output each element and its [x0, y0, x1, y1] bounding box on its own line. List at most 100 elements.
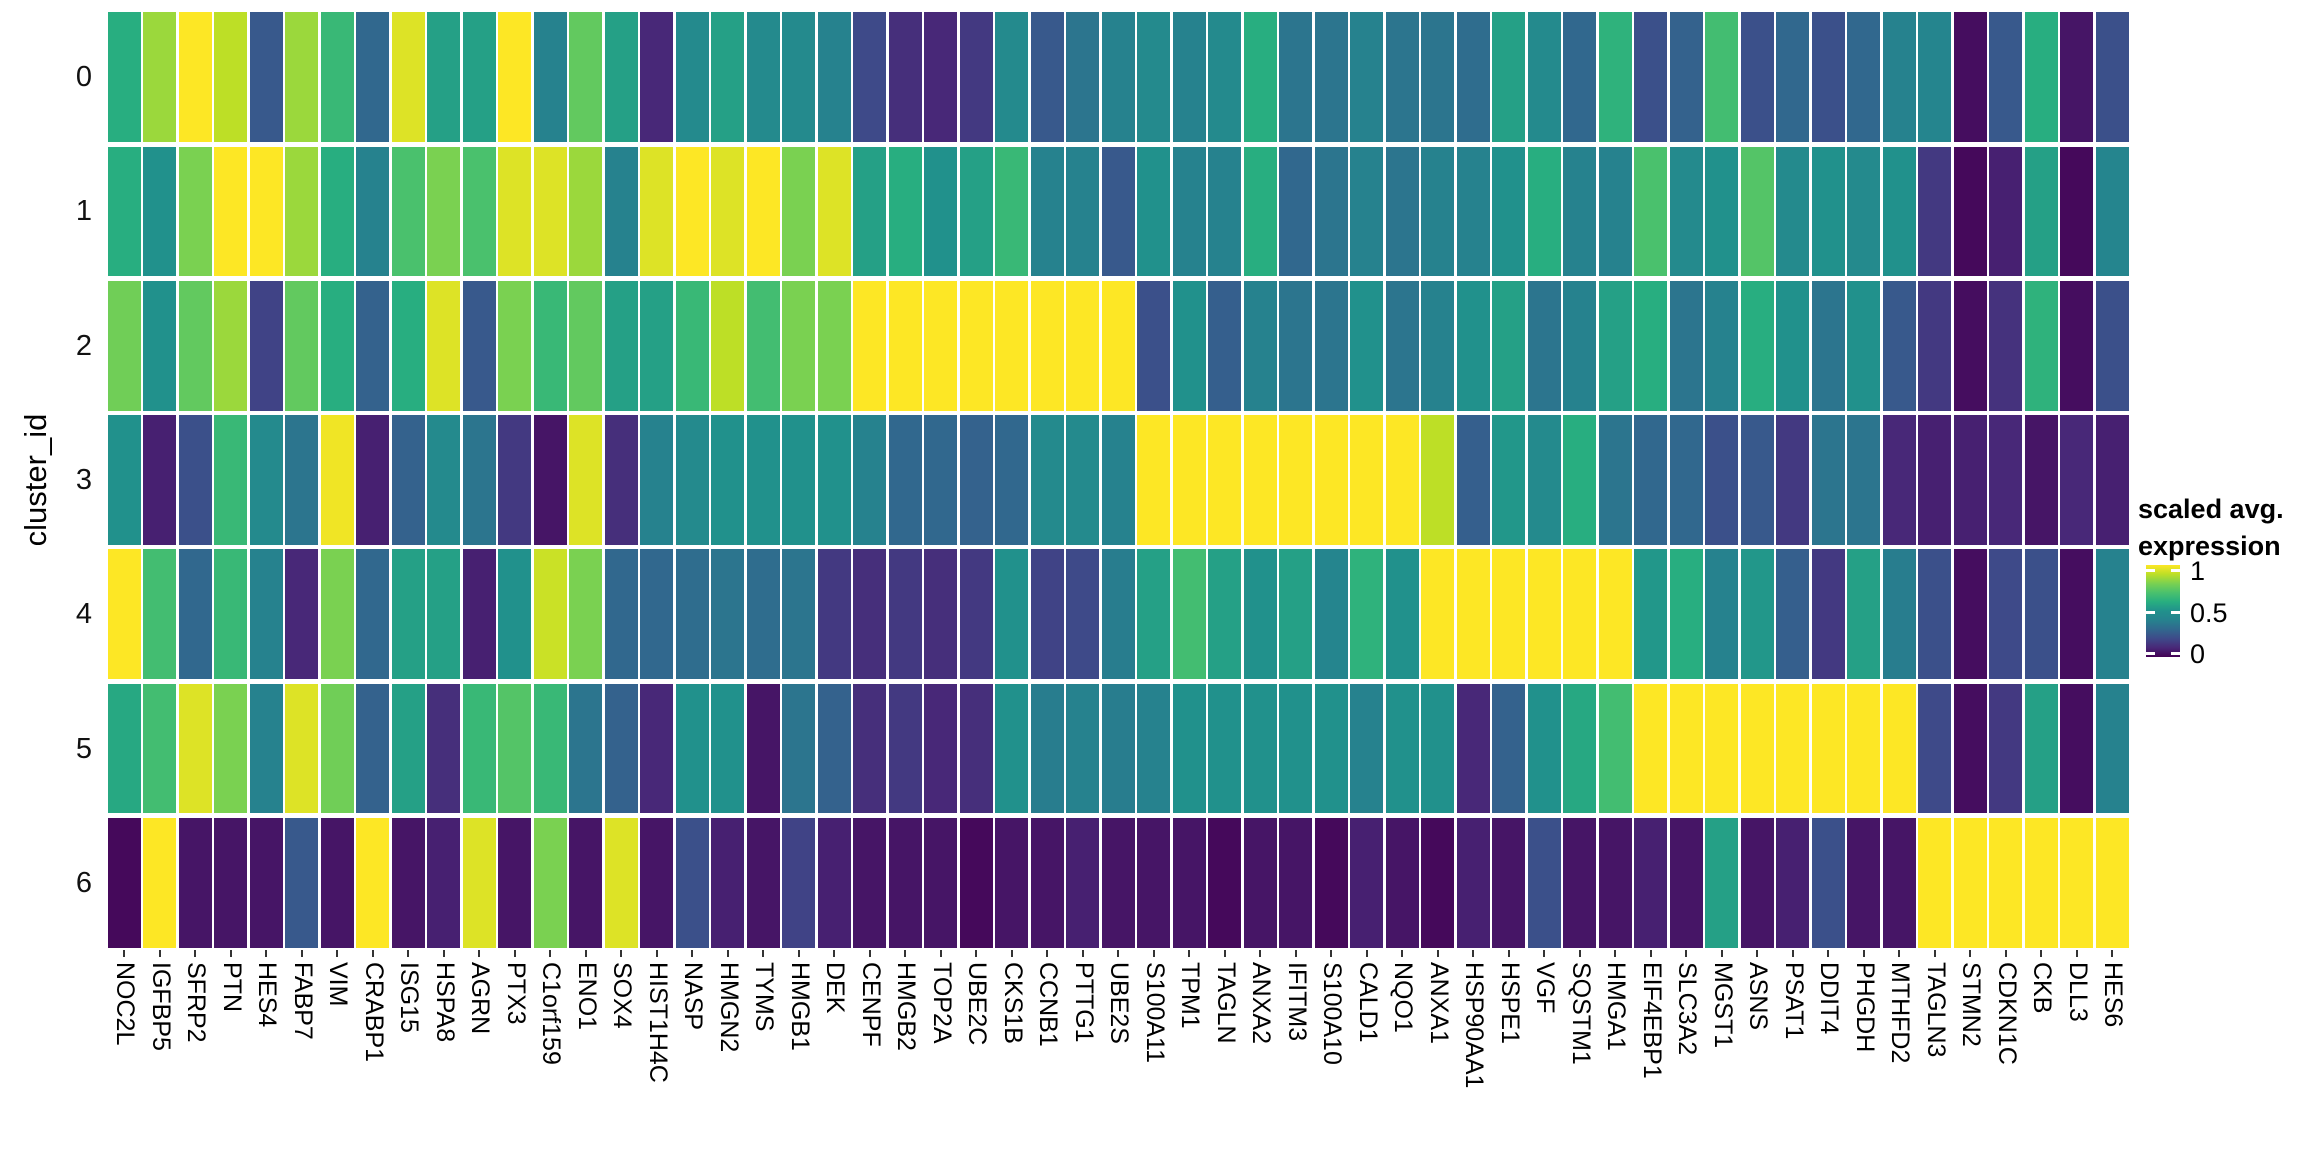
heatmap-cell — [1208, 817, 1242, 948]
heatmap-cell — [888, 146, 922, 277]
heatmap-cell — [427, 415, 461, 545]
x-tick — [158, 950, 161, 957]
heatmap-cell — [143, 549, 177, 680]
heatmap-cell — [995, 415, 1029, 545]
x-tick — [797, 950, 800, 957]
heatmap-cell — [1137, 549, 1171, 680]
gene-label: TOP2A — [927, 962, 956, 1044]
heatmap-cell — [498, 415, 532, 545]
heatmap-cell — [1456, 280, 1490, 411]
gene-label: HES4 — [253, 962, 281, 1028]
heatmap-cell — [1066, 12, 1100, 143]
heatmap-cell — [1243, 280, 1277, 411]
heatmap-cell — [1882, 817, 1916, 948]
heatmap-cell — [462, 549, 496, 680]
gene-label: DLL3 — [2063, 962, 2092, 1022]
heatmap-cell — [2024, 146, 2058, 277]
gene-label: DEK — [821, 962, 849, 1014]
gene-label: SQSTM1 — [1566, 962, 1595, 1065]
heatmap-cell — [1527, 817, 1561, 948]
heatmap-cell — [1350, 12, 1384, 143]
heatmap-cell — [285, 146, 319, 277]
heatmap-cell — [1137, 12, 1171, 143]
heatmap-cell — [427, 683, 461, 814]
x-tick — [1081, 950, 1084, 957]
heatmap-cell — [782, 12, 816, 143]
heatmap-cell — [1598, 817, 1632, 948]
x-tick — [123, 950, 126, 957]
heatmap-cell — [1847, 415, 1881, 545]
x-tick — [371, 950, 374, 957]
heatmap-cell — [1811, 549, 1845, 680]
gene-label: CRABP1 — [359, 962, 388, 1063]
heatmap-cell — [1953, 12, 1987, 143]
heatmap-cell — [1279, 549, 1313, 680]
heatmap-cell — [1421, 549, 1455, 680]
heatmap-cell — [888, 415, 922, 545]
heatmap-cell — [640, 817, 674, 948]
heatmap-cell — [604, 415, 638, 545]
heatmap-cell — [959, 683, 993, 814]
heatmap-cell — [1314, 415, 1348, 545]
x-tick — [1294, 950, 1297, 957]
cluster-label: 5 — [75, 733, 92, 765]
heatmap-cell — [959, 549, 993, 680]
heatmap-cell — [427, 12, 461, 143]
heatmap-cell — [498, 12, 532, 143]
heatmap-cell — [107, 549, 141, 680]
heatmap-cell — [888, 817, 922, 948]
heatmap-cell — [675, 683, 709, 814]
x-tick — [336, 950, 339, 957]
gene-label: HMGN2 — [714, 962, 743, 1053]
heatmap-cell — [285, 12, 319, 143]
heatmap-cell — [533, 817, 567, 948]
x-tick — [1543, 950, 1546, 957]
heatmap-cell — [1918, 817, 1952, 948]
gene-label: CENPF — [856, 962, 885, 1047]
gene-label: IGFBP5 — [146, 962, 175, 1051]
heatmap-cell — [285, 280, 319, 411]
heatmap-cell — [1456, 549, 1490, 680]
heatmap-cell — [391, 549, 425, 680]
heatmap-cell — [498, 817, 532, 948]
gene-label: NOC2L — [111, 962, 139, 1046]
heatmap-cell — [746, 683, 780, 814]
x-tick — [265, 950, 268, 957]
x-tick — [2111, 950, 2114, 957]
heatmap-cell — [1740, 683, 1774, 814]
heatmap-cell — [1669, 683, 1703, 814]
heatmap-cell — [1740, 12, 1774, 143]
heatmap-cell — [533, 12, 567, 143]
heatmap-cell — [1847, 549, 1881, 680]
heatmap-cell — [604, 146, 638, 277]
legend-tick — [2146, 652, 2155, 655]
heatmap-cell — [1314, 12, 1348, 143]
heatmap-cell — [533, 549, 567, 680]
heatmap-cell — [143, 817, 177, 948]
heatmap-cell — [1882, 415, 1916, 545]
heatmap-cell — [1847, 817, 1881, 948]
heatmap-cell — [640, 280, 674, 411]
heatmap-cell — [959, 280, 993, 411]
heatmap-cell — [107, 12, 141, 143]
gene-label: HMGA1 — [1602, 962, 1630, 1051]
heatmap-cell — [1208, 683, 1242, 814]
heatmap-cell — [995, 683, 1029, 814]
heatmap-cell — [1172, 280, 1206, 411]
gene-label: HSPE1 — [1495, 962, 1524, 1044]
heatmap-cell — [427, 817, 461, 948]
heatmap-cell — [1669, 12, 1703, 143]
heatmap-cell — [1492, 549, 1526, 680]
x-tick — [442, 950, 445, 957]
heatmap-cell — [1740, 549, 1774, 680]
heatmap-cell — [1989, 280, 2023, 411]
heatmap-cell — [995, 146, 1029, 277]
heatmap-cell — [1811, 280, 1845, 411]
heatmap-cell — [995, 549, 1029, 680]
gene-label: FABP7 — [288, 962, 317, 1040]
heatmap-cell — [391, 12, 425, 143]
heatmap-cell — [1989, 549, 2023, 680]
heatmap-cell — [1492, 817, 1526, 948]
heatmap-cell — [320, 146, 354, 277]
x-tick — [2004, 950, 2007, 957]
